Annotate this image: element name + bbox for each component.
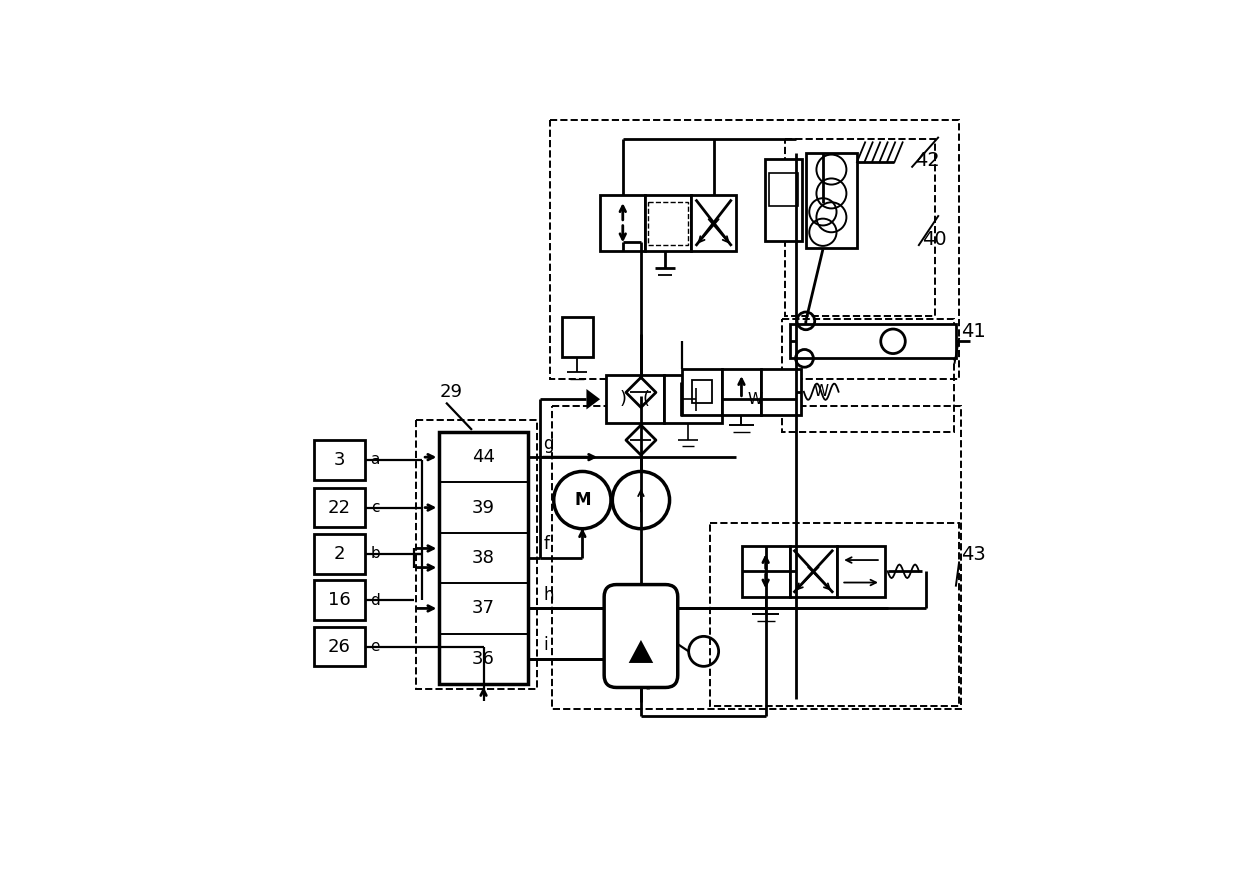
Bar [314,488,365,527]
Text: 38: 38 [472,549,495,567]
Text: e: e [371,639,379,654]
Bar [663,375,722,423]
Bar [785,139,935,316]
Bar [682,368,722,415]
Text: 2: 2 [334,545,345,563]
Bar [314,440,365,480]
Text: c: c [371,500,379,515]
Text: 3: 3 [334,450,345,469]
Bar [600,195,646,250]
Text: W: W [748,392,763,407]
Bar [742,546,790,596]
Text: f: f [543,535,549,553]
Text: 39: 39 [472,498,495,517]
Bar [439,432,528,684]
Polygon shape [629,640,653,663]
Bar [994,331,1011,351]
Bar [649,202,688,245]
Text: a: a [371,452,379,467]
Bar [765,159,802,241]
Text: M: M [574,491,590,509]
Bar [837,546,885,596]
Text: 36: 36 [472,650,495,668]
Bar [782,319,955,432]
Text: i: i [543,636,548,654]
Text: 16: 16 [329,591,351,609]
Text: b: b [371,546,381,561]
Polygon shape [587,389,600,410]
Bar [562,318,593,357]
Text: ): ) [620,390,626,408]
Text: h: h [543,586,554,604]
Bar [314,535,365,573]
Bar [551,119,960,379]
Bar [314,627,365,666]
Bar [769,173,799,205]
Text: g: g [543,435,554,452]
Text: 40: 40 [921,229,946,249]
Text: 29: 29 [440,383,463,402]
Text: (: ( [642,390,650,408]
Text: W: W [813,384,830,399]
Bar [790,324,956,358]
Text: 22: 22 [327,498,351,517]
Bar [790,546,837,596]
Bar [605,375,663,423]
Text: d: d [371,593,381,608]
Bar [692,381,712,404]
Bar [722,368,761,415]
Bar [417,419,537,689]
Bar [711,523,960,706]
Text: 43: 43 [961,545,986,564]
Bar [646,195,691,250]
FancyBboxPatch shape [604,585,678,688]
Bar [314,581,365,620]
Text: 26: 26 [327,637,351,656]
Bar [552,406,961,709]
Bar [806,152,857,248]
Bar [761,368,801,415]
Text: 41: 41 [961,321,986,341]
Bar [691,195,737,250]
Text: 37: 37 [472,599,495,618]
Text: 44: 44 [472,448,495,466]
Text: 42: 42 [915,151,940,170]
